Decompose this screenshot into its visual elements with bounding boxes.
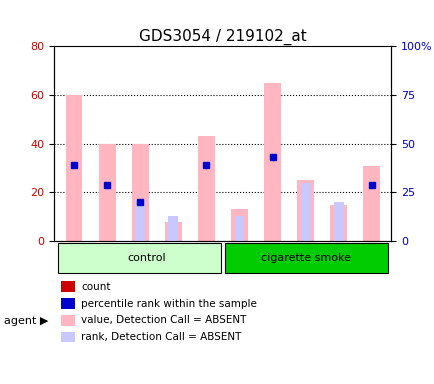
Bar	[296, 180, 313, 241]
Bar	[61, 281, 75, 292]
FancyBboxPatch shape	[224, 243, 387, 273]
Text: percentile rank within the sample: percentile rank within the sample	[81, 298, 256, 308]
Bar	[263, 83, 280, 241]
Bar	[99, 144, 115, 241]
Bar	[329, 205, 346, 241]
Bar	[135, 200, 145, 241]
Text: control: control	[127, 253, 166, 263]
Bar	[61, 298, 75, 309]
Bar	[61, 332, 75, 343]
Bar	[230, 209, 247, 241]
Text: count: count	[81, 282, 111, 292]
Bar	[168, 216, 178, 241]
FancyBboxPatch shape	[58, 243, 221, 273]
Bar	[61, 315, 75, 326]
Title: GDS3054 / 219102_at: GDS3054 / 219102_at	[139, 28, 306, 45]
Bar	[66, 95, 82, 241]
Bar	[333, 202, 343, 241]
Text: rank, Detection Call = ABSENT: rank, Detection Call = ABSENT	[81, 332, 241, 342]
Bar	[300, 183, 310, 241]
Text: agent ▶: agent ▶	[4, 316, 49, 326]
Text: value, Detection Call = ABSENT: value, Detection Call = ABSENT	[81, 315, 246, 325]
Bar	[165, 222, 181, 241]
Bar	[132, 144, 148, 241]
Bar	[362, 166, 379, 241]
Bar	[234, 216, 244, 241]
Text: cigarette smoke: cigarette smoke	[260, 253, 350, 263]
Bar	[198, 136, 214, 241]
